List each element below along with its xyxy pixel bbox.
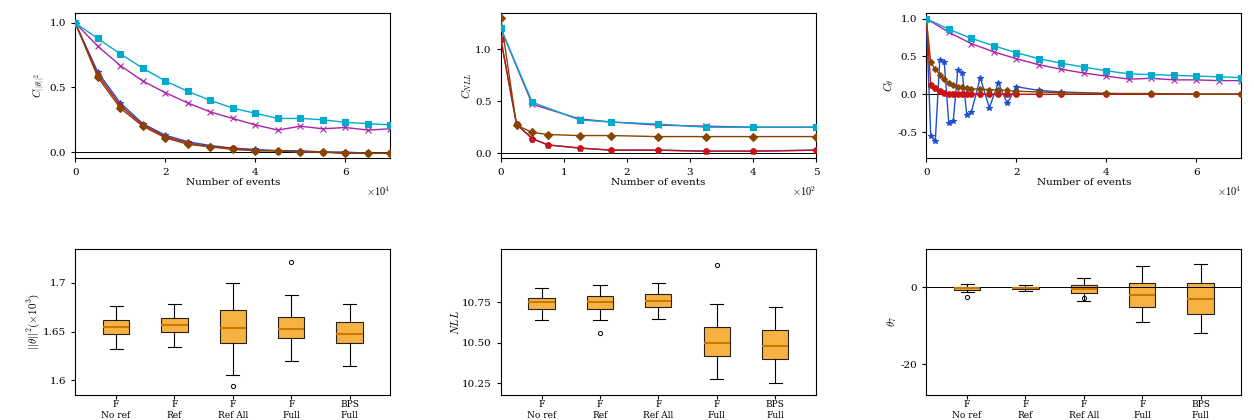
Text: $\times10^4$: $\times10^4$ — [366, 185, 390, 198]
Text: $\times10^4$: $\times10^4$ — [1218, 185, 1241, 198]
PathPatch shape — [1129, 284, 1155, 307]
X-axis label: Number of events: Number of events — [1037, 178, 1131, 187]
Y-axis label: $C_{\theta}$: $C_{\theta}$ — [882, 79, 895, 92]
PathPatch shape — [646, 294, 671, 307]
PathPatch shape — [1071, 286, 1097, 293]
PathPatch shape — [278, 317, 305, 339]
PathPatch shape — [587, 296, 613, 309]
PathPatch shape — [954, 287, 981, 290]
PathPatch shape — [103, 320, 129, 333]
PathPatch shape — [1012, 287, 1038, 289]
PathPatch shape — [1188, 284, 1214, 314]
X-axis label: Number of events: Number of events — [186, 178, 280, 187]
Text: $\times10^2$: $\times10^2$ — [791, 185, 816, 198]
Y-axis label: $C_{NLL}$: $C_{NLL}$ — [459, 72, 474, 99]
PathPatch shape — [762, 330, 789, 359]
PathPatch shape — [162, 318, 188, 331]
Y-axis label: $\theta_7$: $\theta_7$ — [885, 316, 899, 327]
PathPatch shape — [528, 297, 554, 309]
Y-axis label: $||\theta||^2(\times 10^3)$: $||\theta||^2(\times 10^3)$ — [25, 293, 41, 350]
PathPatch shape — [336, 322, 362, 343]
Y-axis label: $C_{||\theta||^2}$: $C_{||\theta||^2}$ — [31, 73, 49, 98]
X-axis label: Number of events: Number of events — [611, 178, 706, 187]
PathPatch shape — [219, 310, 246, 343]
PathPatch shape — [703, 327, 730, 356]
Y-axis label: $NLL$: $NLL$ — [449, 309, 460, 335]
